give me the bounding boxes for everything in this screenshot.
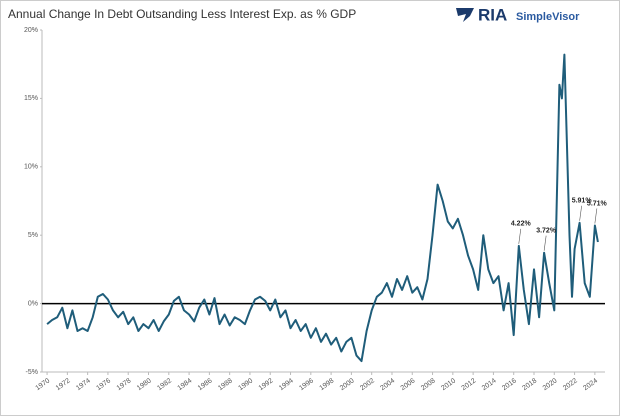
logo-product: SimpleVisor: [516, 11, 580, 23]
label-leader: [518, 228, 522, 244]
data-label: 5.71%: [587, 200, 608, 207]
logo: RIA SimpleVisor: [456, 5, 580, 24]
label-leader: [594, 208, 598, 224]
data-label: 4.22%: [511, 221, 532, 228]
y-tick-label: 10%: [24, 164, 38, 171]
label-leader: [543, 235, 547, 251]
y-tick-label: -5%: [26, 369, 38, 376]
y-tick-label: 15%: [24, 95, 38, 102]
label-leader: [579, 205, 582, 221]
y-tick-label: 0%: [28, 300, 38, 307]
logo-icon: [456, 8, 474, 22]
data-label: 5.91%: [572, 198, 593, 205]
y-tick-label: 20%: [24, 27, 38, 34]
data-label: 3.72%: [536, 228, 557, 235]
line: [46, 53, 599, 363]
logo-name: RIA: [478, 5, 507, 24]
y-tick-label: 5%: [28, 232, 38, 239]
chart-title: Annual Change In Debt Outsanding Less In…: [8, 7, 356, 21]
